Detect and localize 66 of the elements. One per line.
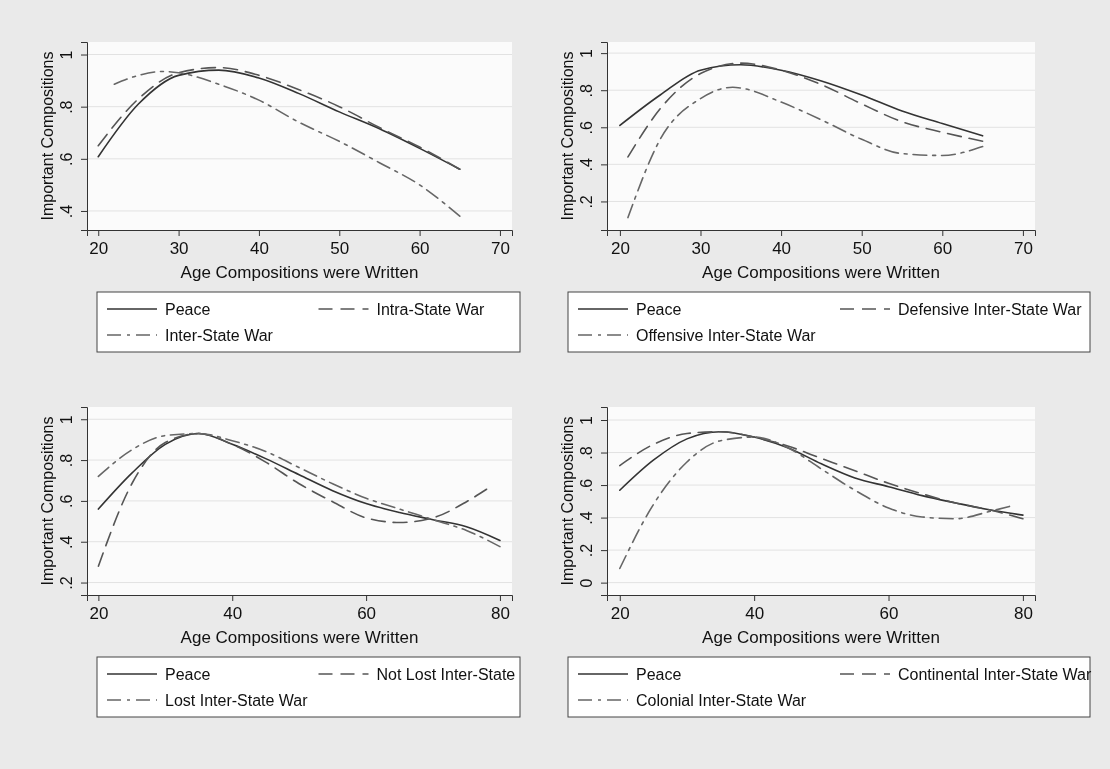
x-tick-label: 80 (490, 604, 510, 624)
legend-label: Offensive Inter-State War (636, 326, 817, 344)
x-axis-title: Age Compositions were Written (180, 628, 419, 647)
y-tick-label: 1 (57, 415, 75, 425)
y-tick-label: .4 (577, 158, 595, 172)
y-tick-label: .2 (577, 543, 595, 558)
line-series (627, 86, 984, 219)
legend-label: Continental Inter-State War (898, 665, 1092, 683)
y-tick-label: .8 (57, 453, 75, 468)
y-tick-label: .4 (57, 204, 75, 219)
legend-label: Peace (636, 300, 682, 318)
line-series (618, 436, 1011, 570)
legend-label: Colonial Inter-State War (636, 691, 807, 709)
y-tick-label: .2 (577, 195, 595, 209)
x-tick-label: 60 (933, 239, 953, 259)
x-tick-label: 20 (89, 239, 109, 259)
y-tick-label: .6 (577, 121, 595, 135)
y-axis-title: Important Compositions (559, 51, 576, 221)
x-tick-label: 60 (357, 604, 377, 624)
y-tick-label: 0 (577, 578, 595, 588)
x-axis-title: Age Compositions were Written (180, 263, 419, 282)
y-axis-title: Important Compositions (39, 51, 56, 221)
legend-label: Intra-State War (376, 300, 486, 318)
x-axis-title: Age Compositions were Written (702, 628, 940, 647)
x-tick-label: 70 (490, 239, 510, 259)
line-series (627, 62, 984, 158)
y-axis-title: Important Compositions (39, 416, 56, 586)
x-tick-label: 40 (772, 239, 792, 259)
x-tick-label: 40 (745, 604, 765, 624)
y-tick-label: .8 (577, 83, 595, 98)
y-tick-label: .8 (57, 100, 75, 114)
legend-label: Inter-State War (165, 326, 274, 344)
x-tick-label: 50 (330, 239, 350, 259)
y-tick-label: .8 (577, 446, 595, 460)
x-tick-label: 30 (691, 239, 711, 259)
x-axis-title: Age Compositions were Written (702, 263, 940, 282)
line-series (113, 70, 461, 217)
y-tick-label: .6 (57, 494, 75, 509)
legend-label: Peace (636, 665, 682, 683)
y-tick-label: .6 (57, 152, 75, 166)
y-tick-label: .2 (57, 576, 75, 590)
y-tick-label: 1 (57, 50, 75, 60)
legend-label: Peace (165, 300, 211, 318)
y-tick-label: .6 (577, 478, 595, 493)
legend-label: Peace (165, 665, 211, 683)
line-series (619, 64, 984, 137)
x-tick-label: 30 (169, 239, 189, 259)
y-tick-label: 1 (577, 415, 595, 425)
x-tick-label: 60 (879, 604, 899, 624)
x-tick-label: 50 (852, 239, 872, 259)
x-tick-label: 60 (410, 239, 430, 259)
legend-label: Lost Inter-State War (165, 691, 309, 709)
legend-label: Not Lost Inter-State (376, 665, 516, 683)
y-axis-title: Important Compositions (559, 416, 576, 586)
legend-label: Defensive Inter-State War (898, 300, 1083, 318)
x-tick-label: 20 (89, 604, 109, 624)
line-series (97, 432, 488, 568)
y-tick-label: .4 (57, 535, 75, 549)
x-tick-label: 40 (223, 604, 243, 624)
y-tick-label: .4 (577, 511, 595, 525)
x-tick-label: 20 (610, 604, 630, 624)
y-tick-label: 1 (577, 49, 595, 59)
x-tick-label: 80 (1013, 604, 1033, 624)
x-tick-label: 40 (249, 239, 269, 259)
x-tick-label: 70 (1013, 239, 1033, 259)
x-tick-label: 20 (610, 239, 630, 259)
